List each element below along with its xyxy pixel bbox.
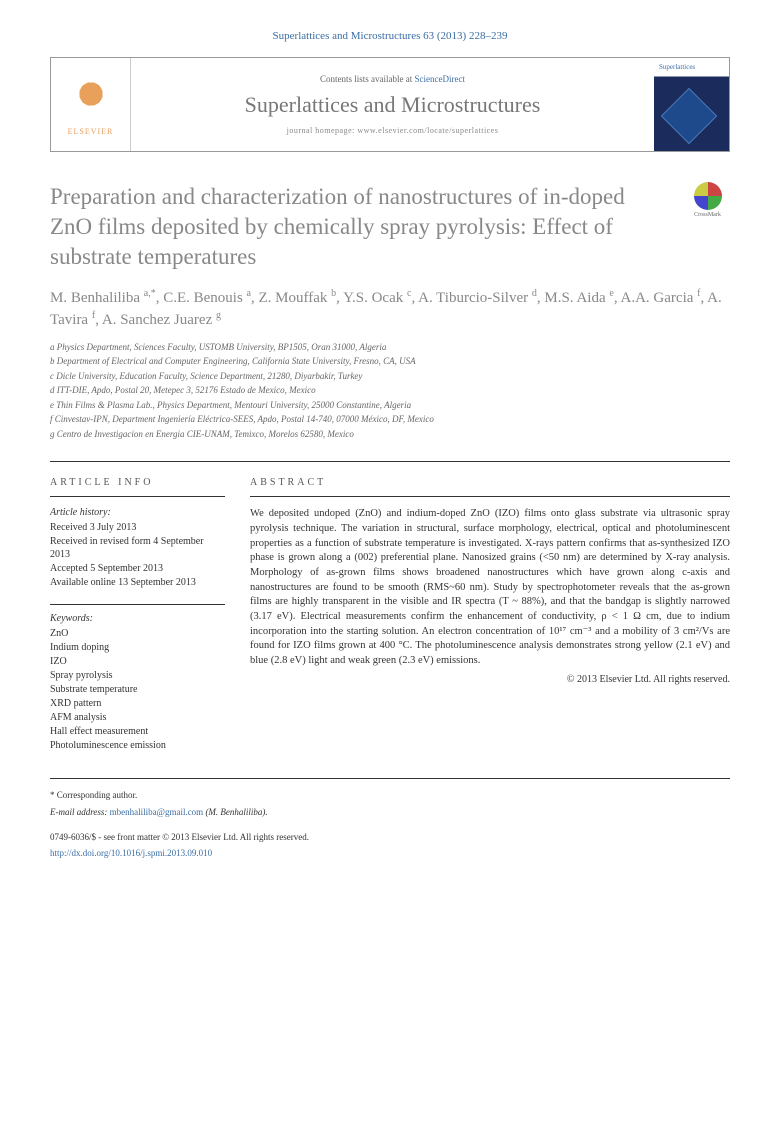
history-item: Accepted 5 September 2013 [50,562,225,575]
affiliation-item: g Centro de Investigacion en Energia CIE… [50,428,730,442]
email-line: E-mail address: mbenhaliliba@gmail.com (… [50,806,730,820]
elsevier-tree-icon [66,74,116,124]
journal-center: Contents lists available at ScienceDirec… [131,58,654,151]
journal-header-box: ELSEVIER Contents lists available at Sci… [50,57,730,152]
keyword-item: Substrate temperature [50,683,225,696]
keyword-item: XRD pattern [50,697,225,710]
issn-line: 0749-6036/$ - see front matter © 2013 El… [50,831,730,845]
email-label: E-mail address: [50,807,110,817]
elsevier-logo: ELSEVIER [51,58,131,151]
keyword-item: Photoluminescence emission [50,739,225,752]
info-abstract-row: ARTICLE INFO Article history: Received 3… [50,461,730,753]
contents-available: Contents lists available at ScienceDirec… [320,74,465,84]
affiliation-item: c Dicle University, Education Faculty, S… [50,370,730,384]
authors-list: M. Benhaliliba a,*, C.E. Benouis a, Z. M… [50,287,730,331]
affiliation-item: d ITT-DIE, Apdo, Postal 20, Metepec 3, 5… [50,384,730,398]
keyword-item: IZO [50,655,225,668]
affiliation-item: b Department of Electrical and Computer … [50,355,730,369]
abstract-copyright: © 2013 Elsevier Ltd. All rights reserved… [250,674,730,685]
crossmark-label: CrossMark [694,212,721,218]
citation-header: Superlattices and Microstructures 63 (20… [50,30,730,42]
affiliations-list: a Physics Department, Sciences Faculty, … [50,341,730,442]
article-info-heading: ARTICLE INFO [50,477,225,497]
keyword-item: Spray pyrolysis [50,669,225,682]
title-row: Preparation and characterization of nano… [50,182,730,272]
elsevier-text: ELSEVIER [68,127,114,136]
history-label: Article history: [50,507,225,518]
doi-line: http://dx.doi.org/10.1016/j.spmi.2013.09… [50,847,730,861]
affiliation-item: e Thin Films & Plasma Lab., Physics Depa… [50,399,730,413]
abstract-heading: ABSTRACT [250,477,730,497]
sciencedirect-link[interactable]: ScienceDirect [415,74,465,84]
affiliation-item: a Physics Department, Sciences Faculty, … [50,341,730,355]
cover-shape-icon [661,88,718,145]
article-info-column: ARTICLE INFO Article history: Received 3… [50,477,250,753]
journal-homepage: journal homepage: www.elsevier.com/locat… [287,126,499,135]
journal-name: Superlattices and Microstructures [245,92,541,118]
abstract-column: ABSTRACT We deposited undoped (ZnO) and … [250,477,730,753]
keyword-item: ZnO [50,627,225,640]
journal-cover-thumbnail: Superlattices [654,58,729,151]
email-author: (M. Benhaliliba). [203,807,268,817]
keyword-item: Hall effect measurement [50,725,225,738]
crossmark-badge[interactable]: CrossMark [685,182,730,227]
doi-link[interactable]: http://dx.doi.org/10.1016/j.spmi.2013.09… [50,848,212,858]
abstract-text: We deposited undoped (ZnO) and indium-do… [250,507,730,669]
keyword-item: AFM analysis [50,711,225,724]
email-link[interactable]: mbenhaliliba@gmail.com [110,807,204,817]
affiliation-item: f Cinvestav-IPN, Department Ingeniería E… [50,413,730,427]
article-title: Preparation and characterization of nano… [50,182,670,272]
keywords-label: Keywords: [50,604,225,624]
cover-title: Superlattices [659,63,695,71]
corresponding-author: * Corresponding author. [50,789,730,803]
history-item: Available online 13 September 2013 [50,576,225,589]
crossmark-icon [694,182,722,210]
history-item: Received in revised form 4 September 201… [50,535,225,561]
keyword-item: Indium doping [50,641,225,654]
page-footer: * Corresponding author. E-mail address: … [50,778,730,860]
contents-prefix: Contents lists available at [320,74,414,84]
history-item: Received 3 July 2013 [50,521,225,534]
